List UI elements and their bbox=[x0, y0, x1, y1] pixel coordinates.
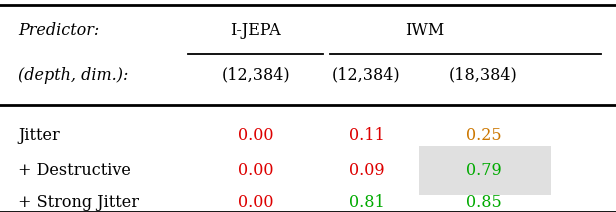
Text: Predictor:: Predictor: bbox=[18, 22, 100, 39]
Text: 0.00: 0.00 bbox=[238, 162, 274, 179]
FancyBboxPatch shape bbox=[419, 146, 551, 195]
Text: + Destructive: + Destructive bbox=[18, 162, 131, 179]
Text: Jitter: Jitter bbox=[18, 127, 60, 144]
Text: (18,384): (18,384) bbox=[449, 67, 518, 84]
Text: (depth, dim.):: (depth, dim.): bbox=[18, 67, 129, 84]
Text: 0.85: 0.85 bbox=[466, 194, 501, 211]
Text: 0.00: 0.00 bbox=[238, 194, 274, 211]
Text: 0.00: 0.00 bbox=[238, 127, 274, 144]
Text: 0.81: 0.81 bbox=[349, 194, 384, 211]
Text: 0.79: 0.79 bbox=[466, 162, 501, 179]
Text: 0.25: 0.25 bbox=[466, 127, 501, 144]
Text: 0.11: 0.11 bbox=[349, 127, 384, 144]
Text: (12,384): (12,384) bbox=[332, 67, 401, 84]
Text: + Strong Jitter: + Strong Jitter bbox=[18, 194, 139, 211]
Text: I-JEPA: I-JEPA bbox=[230, 22, 281, 39]
Text: IWM: IWM bbox=[405, 22, 445, 39]
Text: 0.09: 0.09 bbox=[349, 162, 384, 179]
Text: (12,384): (12,384) bbox=[221, 67, 290, 84]
